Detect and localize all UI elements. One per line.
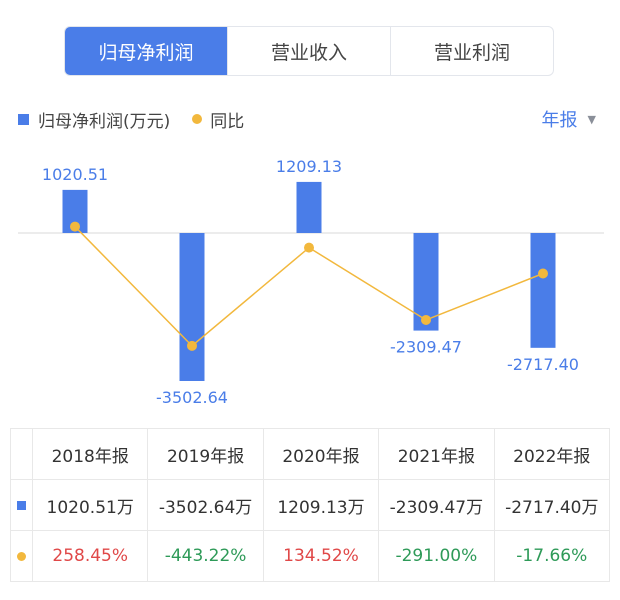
data-table: 2018年报 2019年报 2020年报 2021年报 2022年报 1020.… (10, 428, 611, 582)
metric-tabs: 归母净利润 营业收入 营业利润 (64, 26, 554, 76)
row-marker-cell (10, 479, 33, 531)
table-cell: 1020.51万 (31, 479, 149, 531)
bar-value-label: -3502.64 (156, 388, 228, 407)
table-row-net-profit: 1020.51万 -3502.64万 1209.13万 -2309.47万 -2… (10, 479, 611, 531)
row-marker-cell (10, 530, 33, 582)
tab-revenue[interactable]: 营业收入 (227, 27, 390, 75)
line-marker-icon (17, 552, 26, 561)
chart-plot: 1020.51 -3502.64 1209.13 -2309.47 -2717.40 (18, 157, 604, 407)
table-cell: 134.52% (262, 530, 380, 582)
table-row-yoy: 258.45% -443.22% 134.52% -291.00% -17.66… (10, 530, 611, 582)
yoy-point (304, 242, 314, 253)
bar-value-label: -2717.40 (507, 355, 579, 374)
table-cell: -17.66% (493, 530, 611, 582)
table-header-cell: 2020年报 (262, 428, 380, 480)
table-cell: 1209.13万 (262, 479, 380, 531)
bar (530, 233, 556, 348)
yoy-point (538, 268, 548, 279)
bar-value-label: 1209.13 (276, 157, 342, 176)
yoy-point (70, 221, 80, 232)
bar (179, 233, 205, 381)
table-corner-cell (10, 428, 33, 480)
yoy-point (187, 340, 197, 351)
table-header-row: 2018年报 2019年报 2020年报 2021年报 2022年报 (10, 428, 611, 480)
chart-legend: 归母净利润(万元) 同比 (18, 106, 244, 132)
table-cell: -2309.47万 (378, 479, 495, 531)
table-header-cell: 2021年报 (378, 428, 495, 480)
table-header-cell: 2019年报 (147, 428, 264, 480)
tab-operating-profit[interactable]: 营业利润 (390, 27, 553, 75)
table-cell: -443.22% (147, 530, 264, 582)
period-select[interactable]: 年报 ▼ (542, 106, 596, 132)
table-cell: -291.00% (378, 530, 495, 582)
table-cell: -3502.64万 (147, 479, 264, 531)
bar (296, 181, 322, 233)
line-legend-label: 同比 (210, 111, 245, 132)
line-legend-icon (192, 114, 203, 124)
table-cell: 258.45% (31, 530, 149, 582)
table-header-cell: 2022年报 (493, 428, 611, 480)
yoy-point (421, 314, 431, 325)
tab-net-profit[interactable]: 归母净利润 (65, 27, 227, 75)
bar-marker-icon (17, 501, 26, 510)
bar-legend-label: 归母净利润(万元) (38, 111, 171, 132)
bar-value-label: -2309.47 (390, 338, 462, 357)
bar-value-label: 1020.51 (42, 165, 108, 184)
bar-legend-icon (18, 113, 29, 125)
caret-down-icon: ▼ (587, 112, 596, 126)
period-select-value: 年报 (541, 110, 578, 131)
table-header-cell: 2018年报 (31, 428, 149, 480)
table-cell: -2717.40万 (493, 479, 611, 531)
